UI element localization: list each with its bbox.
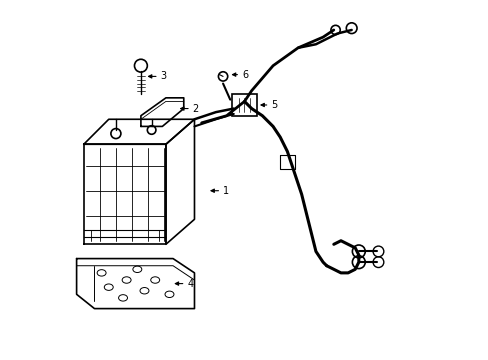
Text: 1: 1 bbox=[223, 186, 229, 196]
FancyBboxPatch shape bbox=[231, 94, 257, 116]
Text: 6: 6 bbox=[242, 69, 247, 80]
Text: 3: 3 bbox=[160, 71, 166, 81]
Text: 2: 2 bbox=[192, 104, 199, 113]
Text: 4: 4 bbox=[187, 279, 193, 289]
Text: 5: 5 bbox=[271, 100, 277, 110]
